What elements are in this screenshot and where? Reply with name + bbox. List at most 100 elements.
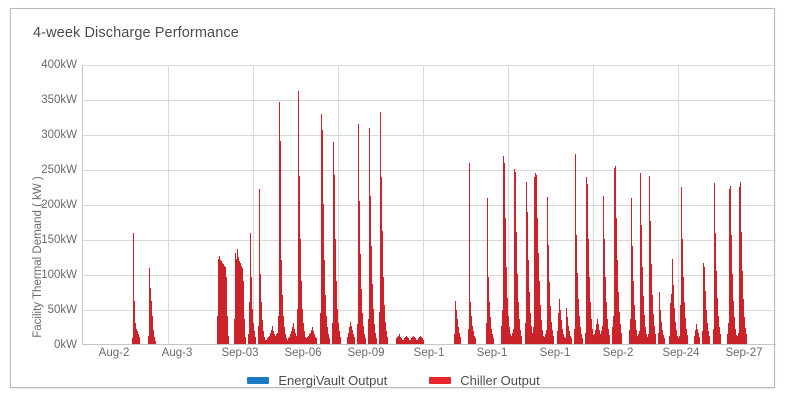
chart-bar bbox=[308, 334, 310, 344]
chart-bar bbox=[352, 334, 354, 344]
chart-bar bbox=[705, 290, 707, 344]
chart-bar bbox=[502, 310, 504, 344]
chart-bar bbox=[579, 316, 581, 344]
chart-bar bbox=[664, 337, 666, 344]
chart-bar bbox=[421, 338, 423, 344]
chart-bar bbox=[661, 321, 663, 344]
x-tick-label: Sep-27 bbox=[725, 347, 763, 359]
legend-item[interactable]: EnergiVault Output bbox=[247, 373, 387, 388]
chart-bar bbox=[324, 295, 326, 344]
chart-bar bbox=[670, 303, 672, 344]
chart-bar bbox=[558, 313, 560, 344]
chart-bar bbox=[652, 295, 654, 344]
chart-bar bbox=[411, 337, 413, 344]
chart-bar bbox=[695, 330, 697, 344]
chart-bar bbox=[536, 174, 538, 344]
x-tick-label: Sep-2 bbox=[602, 347, 634, 359]
chart-bar bbox=[250, 276, 252, 344]
chart-bar bbox=[304, 337, 306, 344]
chart-bar bbox=[531, 325, 533, 344]
chart-bar bbox=[219, 260, 221, 344]
legend-item[interactable]: Chiller Output bbox=[429, 373, 540, 388]
chart-bar bbox=[675, 321, 677, 344]
chart-bar bbox=[586, 177, 588, 344]
x-tick-label: Sep-06 bbox=[284, 347, 322, 359]
chart-bar bbox=[607, 318, 609, 344]
chart-bar bbox=[687, 334, 689, 344]
chart-bar bbox=[741, 232, 743, 344]
chart-bar bbox=[644, 314, 646, 344]
chart-bar bbox=[224, 267, 226, 344]
chart-bar bbox=[418, 337, 420, 344]
chart-bar bbox=[676, 330, 678, 344]
y-tick-label: 300kW bbox=[41, 129, 77, 141]
chart-bar bbox=[297, 90, 299, 344]
chart-bar bbox=[320, 114, 322, 344]
chart-bar bbox=[507, 297, 509, 344]
chart-bar bbox=[682, 239, 684, 344]
chart-bar bbox=[455, 300, 457, 344]
chart-bar bbox=[686, 328, 688, 344]
page-title: 4-week Discharge Performance bbox=[33, 25, 239, 41]
chart-bar bbox=[268, 335, 270, 344]
chart-bar bbox=[699, 337, 701, 344]
chart-bar bbox=[296, 309, 298, 344]
chart-bar bbox=[681, 187, 683, 344]
chart-bar bbox=[592, 328, 594, 344]
chart-bar bbox=[683, 276, 685, 344]
chart-bar bbox=[402, 339, 404, 344]
chart-bar bbox=[530, 313, 532, 344]
chart-bar bbox=[738, 332, 740, 344]
chart-bar bbox=[505, 218, 507, 344]
chart-bar bbox=[708, 331, 710, 344]
chart-bar bbox=[290, 331, 292, 344]
chart-panel: 4-week Discharge Performance Facility Th… bbox=[10, 8, 776, 388]
chart-bar bbox=[604, 239, 606, 344]
chart-bar bbox=[487, 198, 489, 344]
chart-bar bbox=[386, 337, 388, 344]
chart-bar bbox=[472, 325, 474, 344]
chart-bar bbox=[135, 328, 137, 344]
chart-bar bbox=[260, 302, 262, 344]
chart-bar bbox=[559, 299, 561, 344]
chart-bar bbox=[516, 232, 518, 344]
chart-bar bbox=[375, 337, 377, 344]
chart-bar bbox=[294, 332, 296, 344]
chart-bar bbox=[475, 338, 477, 344]
y-tick-label: 250kW bbox=[41, 164, 77, 176]
chart-bar bbox=[571, 338, 573, 344]
chart-bar bbox=[715, 233, 717, 344]
gridline-horizontal bbox=[83, 310, 776, 311]
chart-bar bbox=[581, 334, 583, 344]
chart-bar bbox=[131, 338, 133, 344]
chart-bar bbox=[743, 299, 745, 344]
chart-bar bbox=[658, 332, 660, 344]
chart-bar bbox=[709, 336, 711, 344]
chart-bar bbox=[600, 334, 602, 344]
gridline-vertical bbox=[593, 65, 594, 344]
chart-bar bbox=[420, 337, 422, 344]
chart-bar bbox=[289, 334, 291, 344]
chart-bar bbox=[615, 166, 617, 344]
chart-bar bbox=[534, 177, 536, 344]
chart-bar bbox=[641, 225, 643, 344]
chart-bar bbox=[312, 331, 314, 344]
chart-bar bbox=[493, 338, 495, 344]
chart-bar bbox=[597, 318, 599, 344]
chart-bar bbox=[257, 325, 259, 344]
chart-bar bbox=[569, 331, 571, 344]
chart-bar bbox=[300, 281, 302, 344]
chart-bar bbox=[351, 330, 353, 344]
chart-bar bbox=[673, 285, 675, 344]
x-tick-label: Aug-3 bbox=[161, 347, 193, 359]
chart-bar bbox=[598, 324, 600, 344]
chart-bar bbox=[518, 302, 520, 344]
chart-bar bbox=[489, 302, 491, 344]
chart-bar bbox=[655, 333, 657, 344]
x-tick-label: Sep-1 bbox=[539, 347, 571, 359]
chart-bar bbox=[370, 246, 372, 344]
chart-bar bbox=[521, 335, 523, 344]
chart-bar bbox=[134, 323, 136, 344]
chart-bar bbox=[595, 330, 597, 344]
